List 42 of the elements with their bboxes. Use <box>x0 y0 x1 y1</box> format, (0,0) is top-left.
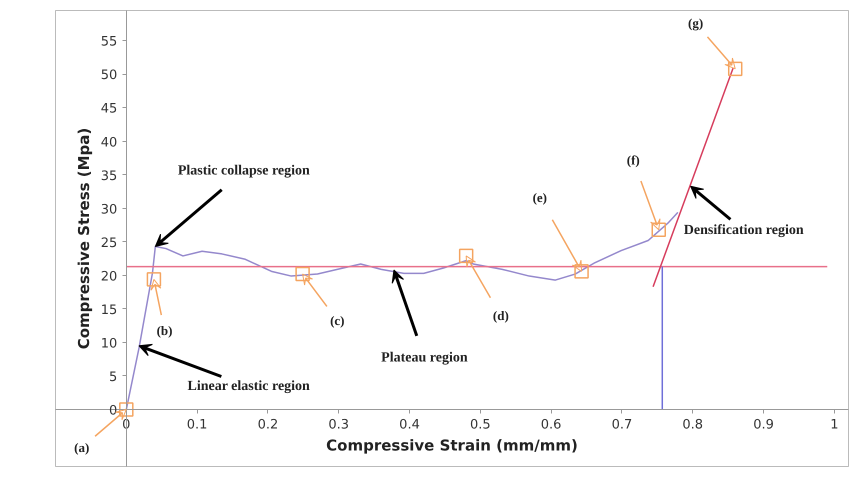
y-tick-label: 0 <box>109 404 118 418</box>
point <box>458 248 474 264</box>
annotation: (a) <box>74 440 90 456</box>
x-tick-label: 0.5 <box>470 418 491 432</box>
x-tick-label: 0.9 <box>753 418 774 432</box>
annotation: (d) <box>492 308 509 324</box>
y-tick-label: 35 <box>100 168 118 184</box>
annotation: (f) <box>626 152 640 168</box>
point <box>651 222 666 238</box>
x-tick-label: 1 <box>830 418 838 432</box>
x-tick-label: 0.4 <box>399 418 420 432</box>
annotation: Plateau region <box>381 350 468 366</box>
annotation: (c) <box>330 312 345 328</box>
x-tick-label: 0.1 <box>186 418 208 432</box>
annotation: Plastic collapse region <box>178 163 310 178</box>
y-tick-label: 10 <box>100 336 118 352</box>
y-tick-label: 30 <box>100 202 118 218</box>
x-tick-label: 0.2 <box>258 418 278 432</box>
point <box>574 264 589 279</box>
point <box>295 266 310 282</box>
y-tick-label: 15 <box>100 302 118 318</box>
x-tick-label: 0.8 <box>682 418 704 432</box>
y-tick-label: 55 <box>100 34 118 50</box>
point <box>146 272 162 287</box>
y-tick-label: 50 <box>100 68 118 84</box>
y-axis-title: Compressive Stress (Mpa) <box>74 128 93 350</box>
x-axis-title: Compressive Strain (mm/mm) <box>326 436 578 454</box>
x-tick-label: 0.7 <box>612 418 632 432</box>
x-tick-label: 0.6 <box>540 418 562 432</box>
annotation: Densification region <box>684 222 804 238</box>
y-tick-label: 45 <box>100 102 118 117</box>
x-tick-label: 0.3 <box>328 418 350 432</box>
y-tick-label: 25 <box>100 236 118 251</box>
annotation: (e) <box>532 190 548 206</box>
annotation: (g) <box>688 16 704 31</box>
annotation: (b) <box>156 322 172 338</box>
point <box>119 402 134 417</box>
annotation: Linear elastic region <box>187 379 310 394</box>
y-tick-label: 5 <box>109 370 118 385</box>
y-tick-label: 20 <box>100 269 118 284</box>
point <box>728 62 742 76</box>
y-tick-label: 40 <box>100 135 118 150</box>
